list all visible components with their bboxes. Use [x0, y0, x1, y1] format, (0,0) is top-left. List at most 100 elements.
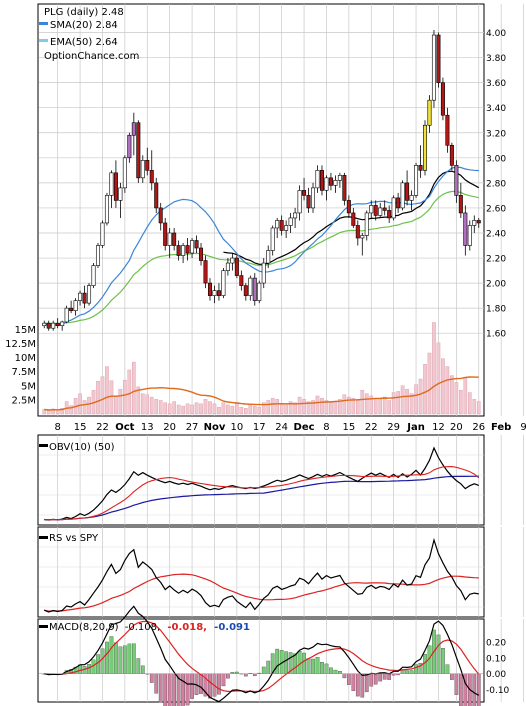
- macd-hist-bar: [346, 673, 351, 685]
- macd-hist-bar: [342, 673, 347, 679]
- candle-body: [297, 190, 302, 214]
- grid-lines: [39, 4, 524, 702]
- macd-hist-bar: [315, 657, 320, 674]
- macd-signal-value: -0.018,: [167, 622, 207, 633]
- date-tick-label: 24: [275, 422, 288, 433]
- candle-body: [257, 282, 262, 301]
- volume-bar: [154, 399, 159, 415]
- candle-body: [60, 321, 65, 326]
- volume-bar: [136, 386, 141, 415]
- volume-bar: [387, 400, 391, 415]
- macd-hist-bar: [293, 653, 297, 674]
- volume-bar: [472, 399, 477, 415]
- volume-bars: [42, 322, 481, 415]
- macd-legend-swatch: [39, 625, 48, 628]
- volume-bar: [373, 397, 378, 415]
- macd-hist-bar: [409, 670, 414, 674]
- date-tick-label: 22: [365, 422, 378, 433]
- candle-body: [275, 220, 280, 229]
- candle-body: [458, 195, 463, 214]
- price-tick-label: 1.80: [486, 305, 506, 315]
- candle-body: [351, 212, 356, 226]
- macd-hist-bar: [185, 673, 190, 706]
- volume-bar: [432, 322, 436, 415]
- volume-bar: [60, 408, 64, 415]
- candle-body: [449, 144, 454, 166]
- volume-bar: [55, 409, 60, 415]
- price-tick-label: 3.00: [486, 154, 506, 164]
- candle-body: [396, 197, 401, 209]
- macd-hist-bar: [302, 652, 306, 674]
- volume-bar: [109, 380, 114, 415]
- candle-body: [436, 34, 441, 83]
- date-tick-label: Oct: [115, 422, 134, 433]
- macd-hist-bar: [351, 673, 356, 691]
- ema-legend-label: EMA(50) 2.64: [50, 37, 118, 48]
- obv-legend-label: OBV(10) (50): [49, 442, 115, 453]
- candle-body: [158, 207, 163, 224]
- rs-line: [43, 537, 479, 613]
- macd-hist-bar: [136, 658, 141, 674]
- candle-body: [136, 122, 141, 179]
- candle-body: [239, 275, 244, 286]
- macd-hist-bar: [373, 673, 378, 685]
- macd-hist-bar: [217, 673, 221, 695]
- candle-body: [328, 177, 333, 186]
- candle-body: [55, 322, 60, 326]
- macd-hist-bar: [105, 641, 109, 674]
- macd-value: -0.108,: [125, 622, 160, 633]
- volume-tick-label: 10M: [15, 353, 36, 364]
- candle-body: [400, 182, 405, 209]
- candle-body: [163, 222, 168, 246]
- volume-bar: [423, 364, 427, 415]
- volume-bar: [149, 396, 154, 415]
- macd-legend-label: MACD(8,20,9) -0.108, -0.018, -0.091: [49, 622, 250, 633]
- candle-body: [172, 232, 177, 246]
- volume-bar: [266, 400, 271, 415]
- candle-body: [476, 220, 481, 224]
- candle-body: [82, 292, 87, 304]
- candle-body: [127, 134, 132, 159]
- candle-body: [194, 240, 199, 249]
- volume-bar: [96, 381, 100, 415]
- candle-body: [243, 285, 248, 296]
- macd-hist-bar: [167, 673, 172, 706]
- candle-body: [190, 240, 195, 254]
- price-tick-label: 1.60: [486, 330, 506, 340]
- volume-bar: [208, 401, 212, 415]
- volume-bar: [100, 376, 105, 415]
- macd-hist-bar: [284, 651, 288, 674]
- macd-hist-bar: [221, 673, 226, 687]
- macd-hist-bar: [123, 645, 127, 674]
- candle-body: [405, 182, 410, 201]
- candle-body: [234, 257, 239, 276]
- obv-line: [44, 446, 480, 521]
- candle-body: [319, 170, 324, 191]
- price-tick-label: 3.20: [486, 129, 506, 139]
- candle-body: [199, 247, 204, 261]
- candle-body: [382, 207, 387, 211]
- candle-body: [248, 277, 253, 296]
- candle-body: [391, 197, 396, 219]
- volume-bar: [235, 403, 239, 415]
- candle-body: [337, 175, 342, 181]
- volume-bar: [275, 399, 279, 415]
- candle-body: [270, 227, 275, 251]
- volume-bar: [51, 408, 56, 415]
- candle-body: [91, 265, 96, 286]
- macd-hist-bar: [454, 673, 459, 695]
- macd-hist-bar: [100, 648, 105, 674]
- candle-body: [154, 182, 159, 209]
- macd-hist-bar: [364, 673, 369, 693]
- date-tick-label: 27: [186, 422, 199, 433]
- macd-hist-bar: [324, 663, 329, 674]
- date-tick-label: 15: [74, 422, 87, 433]
- date-axis-labels: 8 15 22 Oct 13 20 27 Nov 10 17 24 Dec 8 15 22 29 Jan 12 20…: [54, 422, 526, 433]
- candle-body: [131, 122, 136, 136]
- candle-body: [221, 270, 226, 296]
- macd-signal-line: [44, 620, 480, 693]
- volume-bar: [364, 393, 369, 415]
- macd-hist-bar: [261, 666, 266, 674]
- volume-tick-label: 2.5M: [11, 395, 36, 406]
- candle-body: [414, 165, 419, 196]
